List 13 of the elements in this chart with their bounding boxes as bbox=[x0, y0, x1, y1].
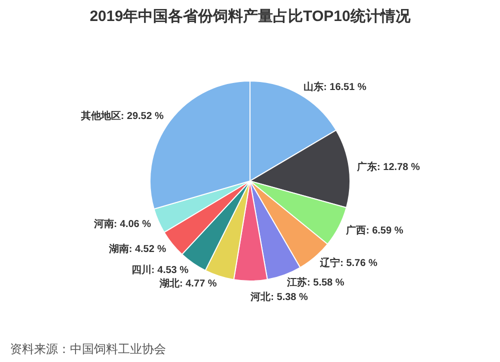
slice-label: 山东: 16.51 % bbox=[304, 81, 366, 94]
slice-label: 湖北: 4.77 % bbox=[158, 278, 217, 290]
slice-label: 河北: 5.38 % bbox=[250, 291, 308, 303]
chart-title: 2019年中国各省份饲料产量占比TOP10统计情况 bbox=[90, 8, 412, 25]
slice-label: 四川: 4.53 % bbox=[131, 264, 189, 276]
slice-label: 辽宁: 5.76 % bbox=[319, 257, 378, 270]
slice-label: 其他地区: 29.52 % bbox=[80, 110, 164, 122]
slice-label: 广东: 12.78 % bbox=[356, 160, 420, 173]
slice-label: 湖南: 4.52 % bbox=[108, 243, 166, 255]
slice-label: 广西: 6.59 % bbox=[344, 224, 404, 237]
slice-label: 江苏: 5.58 % bbox=[286, 276, 344, 288]
slice-label: 河南: 4.06 % bbox=[92, 218, 152, 230]
text: 资料来源：中国饲料工业协会 bbox=[10, 342, 166, 356]
